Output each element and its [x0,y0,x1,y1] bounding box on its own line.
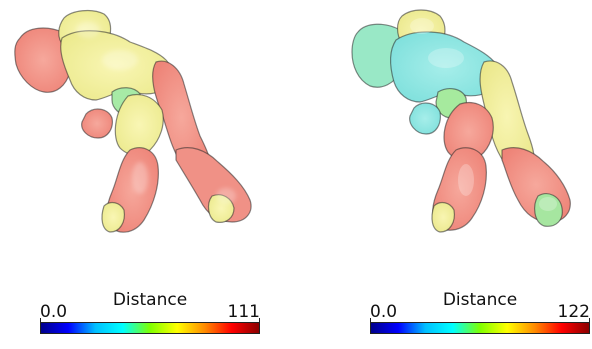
region-left-foot [431,201,455,233]
colorbar [40,322,260,334]
region-floating-blob [81,108,113,139]
legend-min-label: 0.0 [370,302,398,322]
legend-title: Distance [112,290,188,310]
legend-tick-max [259,318,260,324]
colorbar-legend-left: Distance 0.0 111 [40,290,260,346]
panel-left: Distance 0.0 111 [14,9,260,346]
region-right-foot [534,193,563,227]
surface-render-left [14,9,252,233]
region-main-body [389,31,500,103]
legend-min-label: 0.0 [40,302,68,322]
colorbar-legend-right: Distance 0.0 122 [370,290,590,346]
region-floating-blob [409,102,441,135]
region-mid-torso [114,93,164,156]
region-left-foot [101,201,125,233]
legend-title: Distance [442,290,518,310]
surface-render-right [351,9,571,233]
legend-max-label: 111 [227,302,260,322]
panel-right: Distance 0.0 122 [296,0,592,349]
legend-tick-max [589,318,590,324]
legend-tick-min [370,318,371,324]
legend-max-label: 122 [557,302,590,322]
legend-tick-min [40,318,41,324]
colorbar [370,322,590,334]
